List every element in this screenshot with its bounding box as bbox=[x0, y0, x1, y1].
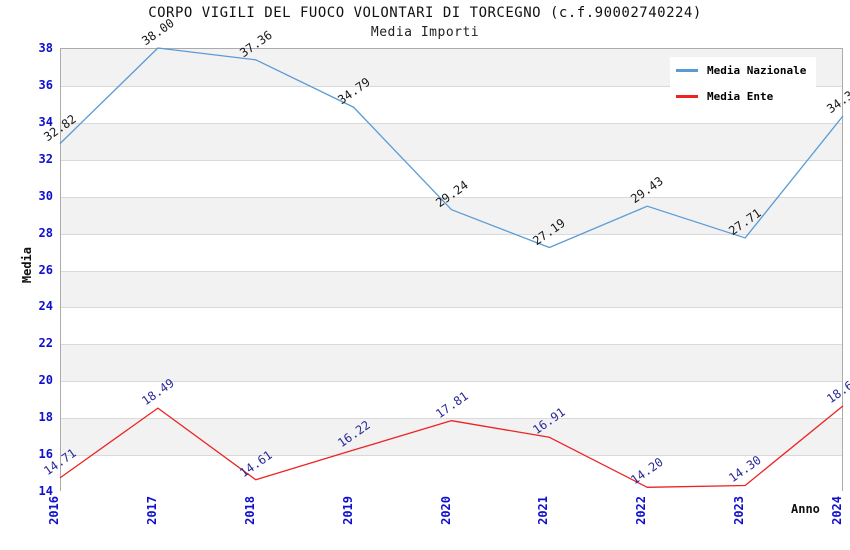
plot-band bbox=[61, 270, 842, 308]
x-tick-label: 2021 bbox=[536, 496, 551, 525]
plot-band bbox=[61, 122, 842, 160]
y-tick-label: 38 bbox=[38, 41, 53, 55]
y-tick-label: 16 bbox=[38, 447, 53, 462]
plot-area bbox=[60, 48, 843, 492]
y-tick-label: 18 bbox=[38, 410, 53, 425]
y-tick-label: 34 bbox=[38, 114, 53, 129]
y-tick-label: 30 bbox=[38, 188, 53, 203]
gridline bbox=[61, 455, 842, 457]
y-tick-label: 20 bbox=[38, 373, 53, 388]
legend-dash-icon bbox=[676, 94, 698, 98]
y-tick-label: 22 bbox=[38, 336, 53, 351]
x-tick-label: 2018 bbox=[242, 496, 257, 525]
gridline bbox=[61, 270, 842, 272]
gridline bbox=[61, 418, 842, 420]
x-tick-label: 2017 bbox=[144, 496, 159, 525]
gridline bbox=[61, 159, 842, 161]
legend-dash-icon bbox=[676, 68, 698, 72]
legend-item: Media Ente bbox=[670, 84, 816, 108]
x-tick-label: 2019 bbox=[340, 496, 355, 525]
legend-label: Media Nazionale bbox=[707, 63, 807, 77]
legend: Media Nazionale Media Ente bbox=[670, 57, 816, 109]
x-tick-label: 2022 bbox=[634, 496, 649, 525]
y-tick-label: 36 bbox=[38, 77, 53, 92]
plot-band bbox=[61, 233, 842, 271]
chart-subtitle: Media Importi bbox=[370, 25, 480, 40]
plot-band bbox=[61, 418, 842, 456]
y-tick-label: 32 bbox=[38, 151, 53, 166]
x-tick-label: 2020 bbox=[438, 496, 453, 525]
gridline bbox=[61, 307, 842, 309]
plot-band bbox=[61, 455, 842, 492]
chart-title: CORPO VIGILI DEL FUOCO VOLONTARI DI TORC… bbox=[148, 5, 702, 21]
x-axis-title: Anno bbox=[791, 502, 820, 516]
y-tick-label: 14 bbox=[38, 484, 53, 498]
x-tick-label: 2024 bbox=[830, 496, 844, 525]
y-tick-label: 26 bbox=[38, 262, 53, 277]
x-tick-label: 2016 bbox=[47, 496, 61, 525]
y-tick-label: 28 bbox=[38, 225, 53, 240]
plot-band bbox=[61, 307, 842, 345]
y-tick-label: 24 bbox=[38, 299, 53, 314]
gridline bbox=[61, 233, 842, 235]
gridline bbox=[61, 122, 842, 124]
x-tick-label: 2023 bbox=[732, 496, 747, 525]
legend-item: Media Nazionale bbox=[670, 58, 816, 82]
gridline bbox=[61, 344, 842, 346]
plot-band bbox=[61, 344, 842, 382]
legend-label: Media Ente bbox=[707, 89, 774, 103]
gridline bbox=[61, 381, 842, 383]
